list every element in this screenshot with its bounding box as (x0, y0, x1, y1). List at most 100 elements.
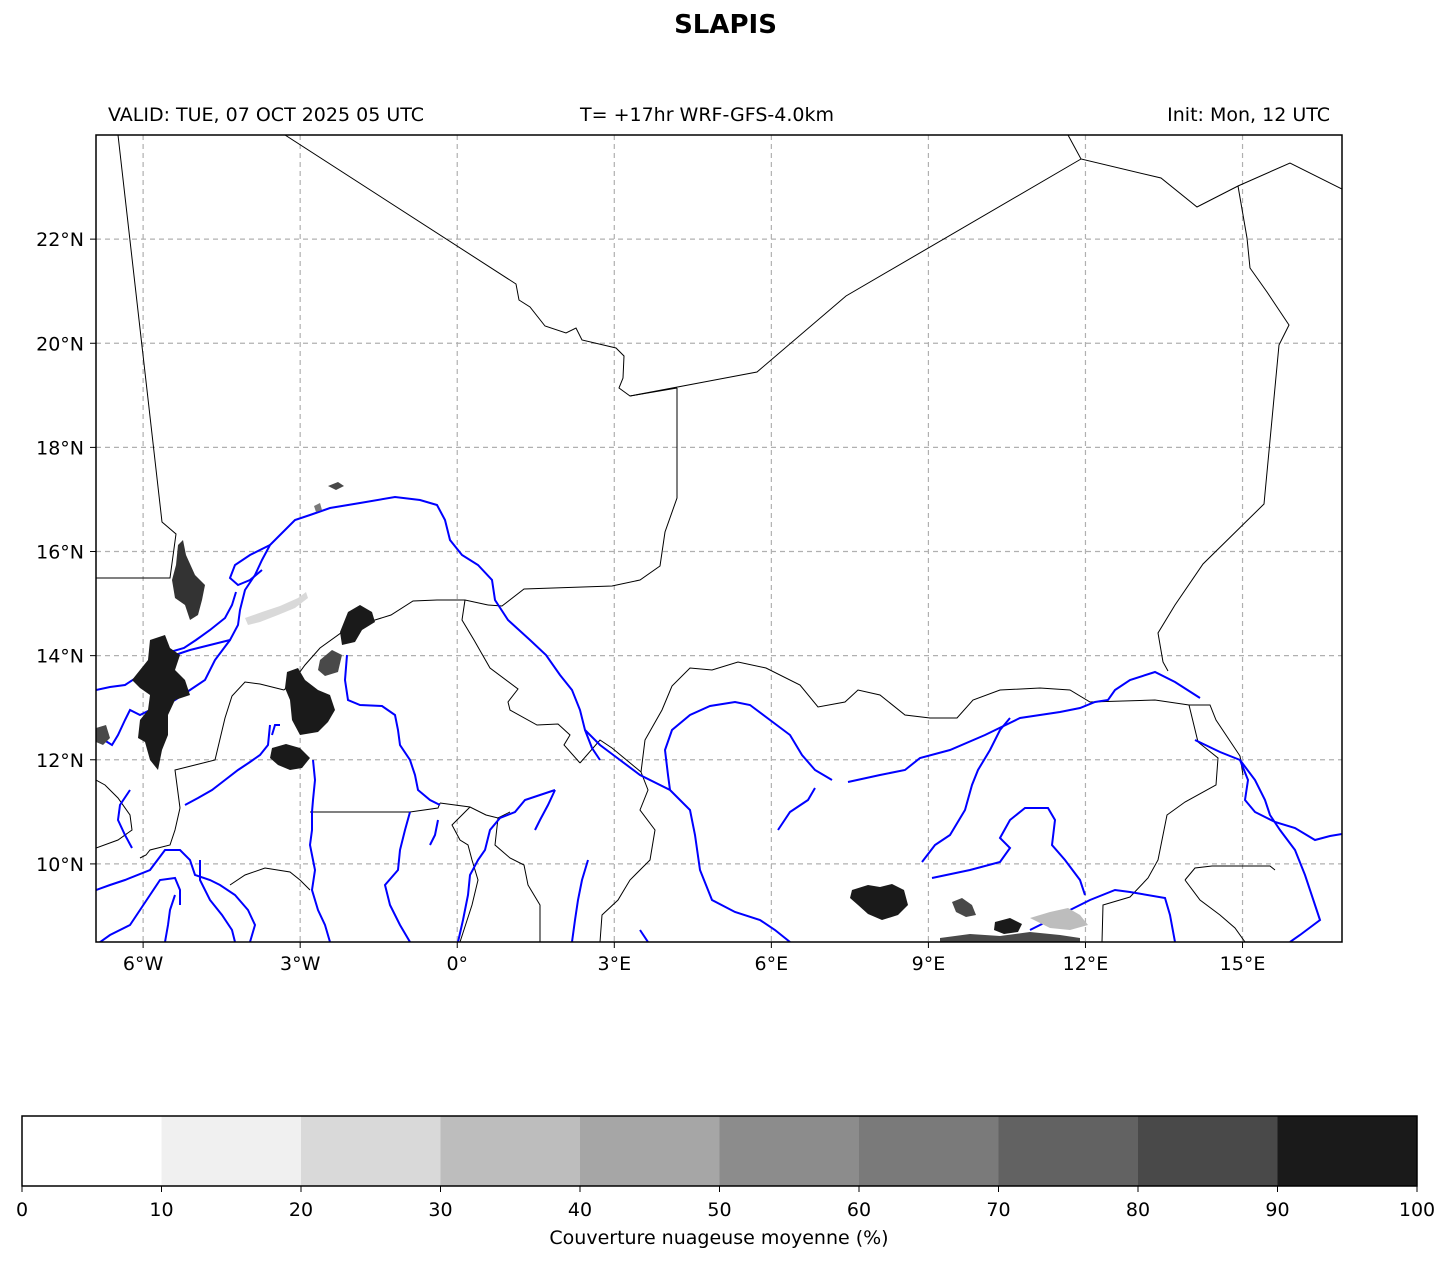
border-car (1184, 879, 1246, 942)
colorbar-swatch (580, 1116, 720, 1186)
cloud-patch-light-strip (245, 592, 308, 625)
cloud-patch-burkina-north (318, 650, 342, 676)
colorbar-tick-label: 80 (1126, 1199, 1150, 1221)
lon-tick-label: 12°E (1063, 953, 1109, 975)
river-benue (847, 670, 1201, 783)
colorbar-swatch (1277, 1116, 1418, 1186)
lat-tick-label: 12°N (36, 750, 84, 772)
cloud-patch-burkina-west (285, 668, 335, 735)
border-togo-benin (494, 817, 541, 942)
colorbar-tick-label: 60 (847, 1199, 871, 1221)
cloud-patch-nigeria-light (1030, 908, 1088, 930)
lat-tick-label: 16°N (36, 542, 84, 564)
colorbar-ticks: 0 10 20 30 40 50 60 70 80 90 100 (16, 1186, 1435, 1221)
border-togo-burkina (439, 802, 511, 819)
lat-tick-label: 20°N (36, 333, 84, 355)
cloud-patch-nigeria-central (850, 884, 908, 920)
lat-tick-label: 18°N (36, 437, 84, 459)
border-nigeria-cameroon (1101, 704, 1219, 942)
border-niger-chad (1157, 185, 1290, 672)
cloud-patch-mali-edge (96, 725, 110, 745)
init-time-label: Init: Mon, 12 UTC (1167, 104, 1330, 126)
forecast-lead-label: T= +17hr WRF-GFS-4.0km (580, 104, 834, 126)
border-benin-niger (579, 739, 642, 773)
river-logone (1239, 759, 1322, 942)
river-kaduna (921, 717, 1011, 863)
valid-time-label: VALID: TUE, 07 OCT 2025 05 UTC (108, 104, 424, 126)
border-ghana-togo (451, 806, 479, 942)
map-panel: 6°W 3°W 0° 3°E 6°E 9°E 12°E 15°E 22°N 20°N 18°N 16… (36, 134, 1343, 975)
latitude-labels: 22°N 20°N 18°N 16°N 14°N 12°N 10°N (36, 229, 96, 876)
cloud-patch-mali-dot (314, 503, 322, 512)
cloud-patch-mali-central (340, 605, 375, 645)
cloud-patch-burkina-south (270, 744, 310, 770)
colorbar-tick-label: 70 (986, 1199, 1010, 1221)
colorbar-tick-label: 40 (568, 1199, 592, 1221)
colorbar-swatch (719, 1116, 860, 1186)
border-algeria-niger (629, 158, 1082, 397)
colorbar-swatch (301, 1116, 441, 1186)
lon-tick-label: 3°W (280, 953, 321, 975)
river-comoe (199, 860, 236, 942)
cloud-patch-mali-small (328, 482, 344, 490)
river-lake-chad-east (1194, 739, 1342, 842)
river-sassandra (164, 894, 176, 942)
lon-tick-label: 9°E (912, 953, 946, 975)
lat-tick-label: 14°N (36, 646, 84, 668)
border-mali-west (174, 681, 285, 809)
river-mono (534, 789, 556, 831)
colorbar-tick-label: 90 (1265, 1199, 1289, 1221)
river-bandama (116, 789, 133, 849)
colorbar-tick-label: 100 (1399, 1199, 1435, 1221)
river-niger-side (228, 544, 271, 587)
border-ghana-burkina (310, 802, 441, 813)
border-guinea-mali (96, 779, 133, 849)
river-niger-upper (96, 495, 791, 942)
colorbar-swatch (998, 1116, 1139, 1186)
colorbar-tick-label: 0 (16, 1199, 28, 1221)
border-libya-algeria (1067, 135, 1342, 208)
colorbar-swatch (22, 1116, 162, 1186)
country-borders (96, 135, 1342, 942)
border-benin-nigeria (599, 771, 656, 942)
river-cote-ivoire (96, 849, 257, 942)
river-niger-inner-delta (96, 639, 231, 747)
border-algeria-mali (284, 135, 678, 397)
river-benin-east (639, 929, 649, 942)
colorbar-swatch (440, 1116, 581, 1186)
border-cameroon-south (1184, 865, 1276, 881)
lon-tick-label: 3°E (597, 953, 631, 975)
river-senegal-west (98, 876, 181, 942)
colorbar: 0 10 20 30 40 50 60 70 80 90 100 Couverture nuageu… (16, 1115, 1435, 1249)
lon-tick-label: 6°E (755, 953, 789, 975)
colorbar-tick-label: 50 (707, 1199, 731, 1221)
colorbar-swatches (22, 1116, 1418, 1186)
cloud-patch-mali-north (172, 540, 205, 620)
river-black-volta-north (184, 724, 271, 806)
river-sokoto (663, 700, 833, 791)
border-burkina-niger (461, 599, 581, 764)
cloud-patch-nigeria-east-1 (952, 898, 976, 917)
river-gongola (931, 807, 1086, 896)
border-niger-nigeria (640, 661, 1190, 773)
lon-tick-label: 6°W (123, 953, 164, 975)
river-volta-mid (311, 759, 317, 813)
river-volta-white (383, 811, 411, 942)
map-frame (95, 134, 1343, 943)
lat-tick-label: 10°N (36, 854, 84, 876)
lat-tick-label: 22°N (36, 229, 84, 251)
river-oueme-upper (429, 819, 439, 846)
cloud-patch-nigeria-east-2 (994, 918, 1022, 934)
longitude-labels: 6°W 3°W 0° 3°E 6°E 9°E 12°E 15°E (123, 942, 1265, 975)
colorbar-label: Couverture nuageuse moyenne (%) (549, 1227, 888, 1249)
colorbar-swatch (859, 1116, 999, 1186)
map-background (96, 135, 1342, 942)
cloud-patch-mali-west (132, 635, 190, 770)
river-mouhoun-upper (343, 654, 441, 806)
river-volta-black (308, 812, 331, 942)
colorbar-tick-label: 30 (428, 1199, 452, 1221)
colorbar-swatch (161, 1116, 302, 1186)
river-niger-w (584, 729, 601, 761)
border-mali-niger (487, 388, 678, 607)
